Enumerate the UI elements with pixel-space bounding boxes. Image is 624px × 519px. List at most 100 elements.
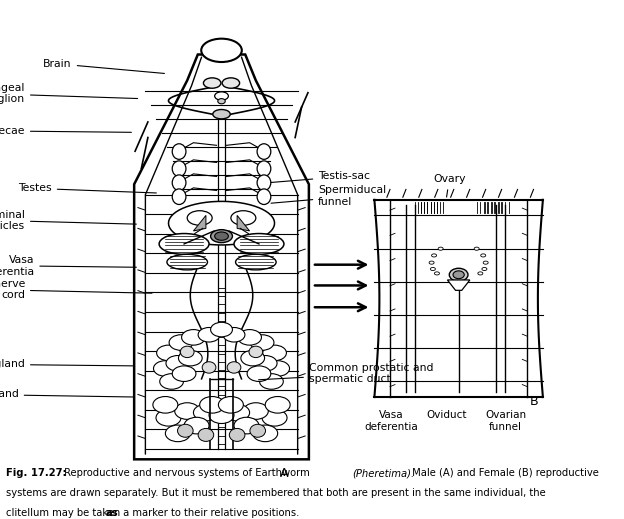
Text: Ventral nerve
cord: Ventral nerve cord — [0, 279, 152, 301]
Ellipse shape — [227, 362, 241, 373]
Text: Seminal
vesicles: Seminal vesicles — [0, 210, 137, 231]
Ellipse shape — [200, 397, 225, 413]
Ellipse shape — [198, 327, 220, 342]
Ellipse shape — [482, 267, 487, 270]
Ellipse shape — [253, 425, 278, 442]
Ellipse shape — [250, 335, 274, 350]
Ellipse shape — [177, 425, 193, 437]
Text: Testis-sac: Testis-sac — [271, 171, 370, 183]
Text: Oviduct: Oviduct — [426, 410, 466, 420]
Ellipse shape — [265, 397, 290, 413]
Ellipse shape — [474, 247, 479, 250]
Text: Vasa
deferentia: Vasa deferentia — [0, 255, 137, 277]
Ellipse shape — [231, 211, 256, 225]
Polygon shape — [237, 215, 250, 231]
Ellipse shape — [218, 397, 243, 413]
Ellipse shape — [215, 92, 228, 100]
Ellipse shape — [165, 425, 190, 442]
Ellipse shape — [247, 366, 271, 381]
Text: B: B — [529, 395, 538, 408]
Ellipse shape — [243, 403, 268, 419]
Text: Ovarian
funnel: Ovarian funnel — [485, 410, 526, 432]
Ellipse shape — [234, 417, 259, 434]
Ellipse shape — [215, 232, 228, 240]
Ellipse shape — [235, 254, 276, 270]
Text: Accessory gland: Accessory gland — [0, 389, 134, 400]
Polygon shape — [447, 280, 470, 290]
Text: Reproductive and nervous systems of Earthworm: Reproductive and nervous systems of Eart… — [61, 468, 313, 478]
Ellipse shape — [230, 429, 245, 441]
Ellipse shape — [257, 189, 271, 204]
Ellipse shape — [260, 374, 283, 389]
Polygon shape — [168, 201, 275, 245]
Ellipse shape — [210, 322, 232, 337]
Ellipse shape — [250, 425, 266, 437]
Ellipse shape — [160, 374, 183, 389]
Ellipse shape — [432, 254, 437, 257]
Text: a marker to their relative positions.: a marker to their relative positions. — [120, 508, 299, 517]
Polygon shape — [193, 215, 206, 231]
Ellipse shape — [159, 234, 209, 254]
Ellipse shape — [166, 356, 190, 371]
Ellipse shape — [172, 189, 186, 204]
Ellipse shape — [483, 261, 488, 264]
Ellipse shape — [172, 144, 186, 159]
Ellipse shape — [213, 110, 230, 119]
Ellipse shape — [257, 161, 271, 176]
Ellipse shape — [153, 397, 178, 413]
Ellipse shape — [175, 403, 200, 419]
Ellipse shape — [172, 175, 186, 190]
Ellipse shape — [253, 356, 277, 371]
Ellipse shape — [438, 247, 443, 250]
Text: Fig. 17.27:: Fig. 17.27: — [6, 468, 67, 478]
Ellipse shape — [198, 429, 213, 441]
Text: as: as — [106, 508, 119, 517]
Text: Male (A) and Female (B) reproductive: Male (A) and Female (B) reproductive — [409, 468, 598, 478]
Ellipse shape — [180, 346, 194, 358]
Text: Prostate gland: Prostate gland — [0, 359, 134, 370]
Ellipse shape — [167, 254, 207, 270]
Ellipse shape — [210, 229, 232, 243]
Text: Sub-pharyngeal
ganglion: Sub-pharyngeal ganglion — [0, 83, 138, 104]
Ellipse shape — [222, 78, 240, 88]
Ellipse shape — [178, 350, 202, 366]
Ellipse shape — [209, 407, 234, 424]
Ellipse shape — [257, 144, 271, 159]
Ellipse shape — [201, 38, 241, 62]
Ellipse shape — [203, 78, 221, 88]
Ellipse shape — [218, 99, 225, 104]
Ellipse shape — [266, 361, 290, 376]
Text: Spermathecae: Spermathecae — [0, 126, 132, 136]
Ellipse shape — [157, 345, 180, 361]
Ellipse shape — [263, 345, 286, 361]
Ellipse shape — [241, 350, 265, 366]
Ellipse shape — [223, 327, 245, 342]
Text: clitellum may be taken: clitellum may be taken — [6, 508, 124, 517]
Text: systems are drawn separately. But it must be remembered that both are present in: systems are drawn separately. But it mus… — [6, 488, 546, 498]
Polygon shape — [134, 54, 309, 459]
Ellipse shape — [187, 211, 212, 225]
Text: Testes: Testes — [18, 183, 157, 194]
Ellipse shape — [238, 330, 261, 345]
Text: A: A — [280, 467, 288, 480]
Ellipse shape — [478, 272, 483, 275]
Ellipse shape — [449, 268, 468, 281]
Ellipse shape — [182, 330, 205, 345]
Text: (Pheretima).: (Pheretima). — [353, 468, 415, 478]
Ellipse shape — [453, 271, 464, 279]
Text: Vasa
deferentia: Vasa deferentia — [364, 410, 418, 432]
Ellipse shape — [184, 417, 209, 434]
Ellipse shape — [262, 409, 287, 426]
Text: Common prostatic and
spermatic duct: Common prostatic and spermatic duct — [258, 363, 434, 385]
Ellipse shape — [234, 234, 284, 254]
Ellipse shape — [156, 409, 181, 426]
Ellipse shape — [193, 404, 218, 421]
Ellipse shape — [434, 272, 439, 275]
Ellipse shape — [154, 361, 177, 376]
Text: Ovary: Ovary — [433, 174, 466, 197]
Ellipse shape — [480, 254, 485, 257]
Text: Spermiducal
funnel: Spermiducal funnel — [271, 185, 386, 207]
Ellipse shape — [431, 267, 436, 270]
Ellipse shape — [172, 161, 186, 176]
Text: Brain: Brain — [43, 59, 165, 74]
